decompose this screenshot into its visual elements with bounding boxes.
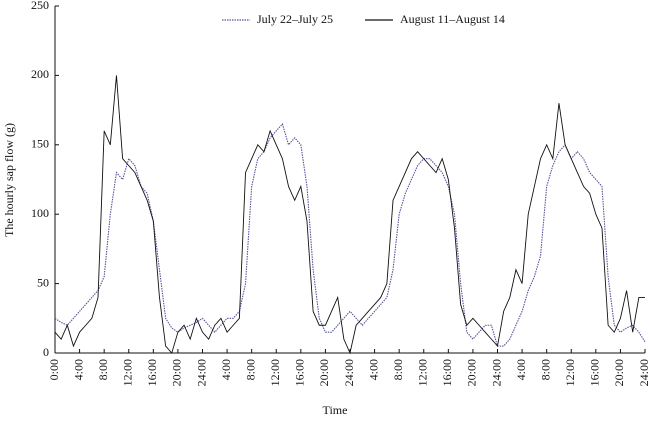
x-tick-label: 12:00	[121, 359, 135, 386]
series-line	[54, 122, 646, 347]
x-tick-label: 24:00	[342, 359, 356, 386]
x-tick-label: 0:00	[47, 359, 61, 380]
series-line	[54, 75, 645, 355]
x-tick-label: 4:00	[71, 359, 85, 380]
y-tick-label: 0	[43, 345, 49, 359]
y-tick-label: 250	[31, 0, 49, 12]
x-tick-label: 20:00	[465, 359, 479, 386]
x-tick-label: 24:00	[194, 359, 208, 386]
x-tick-label: 20:00	[170, 359, 184, 386]
x-tick-label: 4:00	[219, 359, 233, 380]
x-tick-label: 8:00	[538, 359, 552, 380]
x-tick-label: 24:00	[489, 359, 503, 386]
x-tick-label: 8:00	[96, 359, 110, 380]
x-tick-label: 16:00	[293, 359, 307, 386]
legend-label: August 11–August 14	[400, 12, 505, 26]
legend-label: July 22–July 25	[257, 12, 333, 26]
x-tick-label: 4:00	[366, 359, 380, 380]
x-axis-label: Time	[323, 403, 348, 417]
x-tick-label: 8:00	[391, 359, 405, 380]
x-tick-label: 20:00	[612, 359, 626, 386]
x-tick-label: 24:00	[637, 359, 650, 386]
x-tick-label: 12:00	[268, 359, 282, 386]
x-tick-label: 8:00	[243, 359, 257, 380]
x-tick-label: 16:00	[588, 359, 602, 386]
y-tick-label: 50	[37, 275, 49, 289]
x-tick-label: 20:00	[317, 359, 331, 386]
x-tick-label: 16:00	[440, 359, 454, 386]
y-tick-label: 150	[31, 137, 49, 151]
y-tick-label: 200	[31, 67, 49, 81]
x-tick-label: 4:00	[514, 359, 528, 380]
x-tick-label: 12:00	[563, 359, 577, 386]
y-tick-label: 100	[31, 206, 49, 220]
y-axis-label: The hourly sap flow (g)	[2, 123, 16, 237]
x-tick-label: 12:00	[416, 359, 430, 386]
x-tick-label: 16:00	[145, 359, 159, 386]
